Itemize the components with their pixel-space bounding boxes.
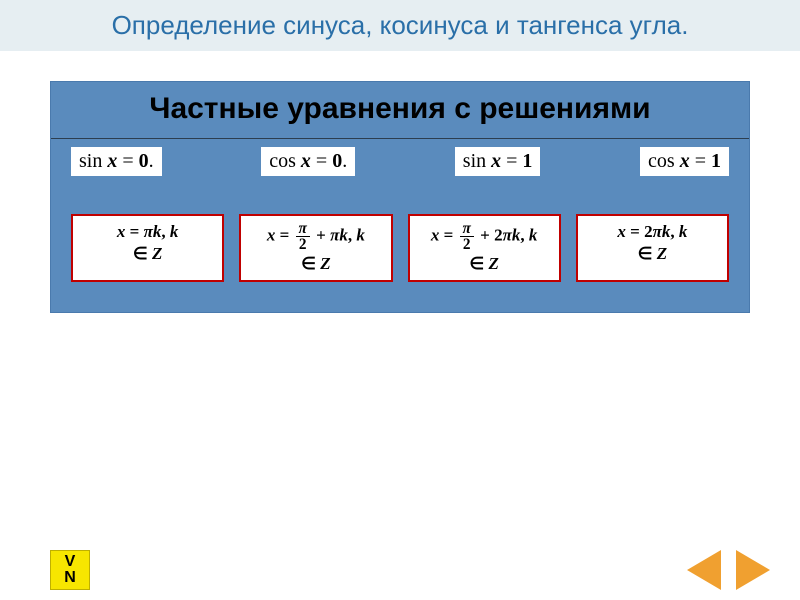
equation-2: sin x = 1: [455, 147, 541, 176]
panel-header: Частные уравнения с решениями: [51, 82, 749, 139]
vn-badge: V N: [50, 550, 90, 590]
equation-0: sin x = 0.: [71, 147, 162, 176]
solution-1: x = π2 + πk, k∈ Z: [239, 214, 392, 282]
equations-row: sin x = 0. cos x = 0. sin x = 1 cos x = 1: [51, 139, 749, 184]
prev-slide-button[interactable]: [687, 550, 721, 590]
solution-0: x = πk, k∈ Z: [71, 214, 224, 282]
nav-controls: [687, 550, 770, 590]
equation-3: cos x = 1: [640, 147, 729, 176]
badge-line1: V: [65, 554, 76, 570]
title-bar: Определение синуса, косинуса и тангенса …: [0, 0, 800, 51]
badge-line2: N: [64, 570, 76, 586]
next-slide-button[interactable]: [736, 550, 770, 590]
solution-2: x = π2 + 2πk, k∈ Z: [408, 214, 561, 282]
content-panel: Частные уравнения с решениями sin x = 0.…: [50, 81, 750, 313]
panel-title: Частные уравнения с решениями: [71, 92, 729, 126]
page-title: Определение синуса, косинуса и тангенса …: [20, 10, 780, 41]
solutions-row: x = πk, k∈ Zx = π2 + πk, k∈ Zx = π2 + 2π…: [51, 184, 749, 312]
solution-3: x = 2πk, k∈ Z: [576, 214, 729, 282]
equation-1: cos x = 0.: [261, 147, 355, 176]
